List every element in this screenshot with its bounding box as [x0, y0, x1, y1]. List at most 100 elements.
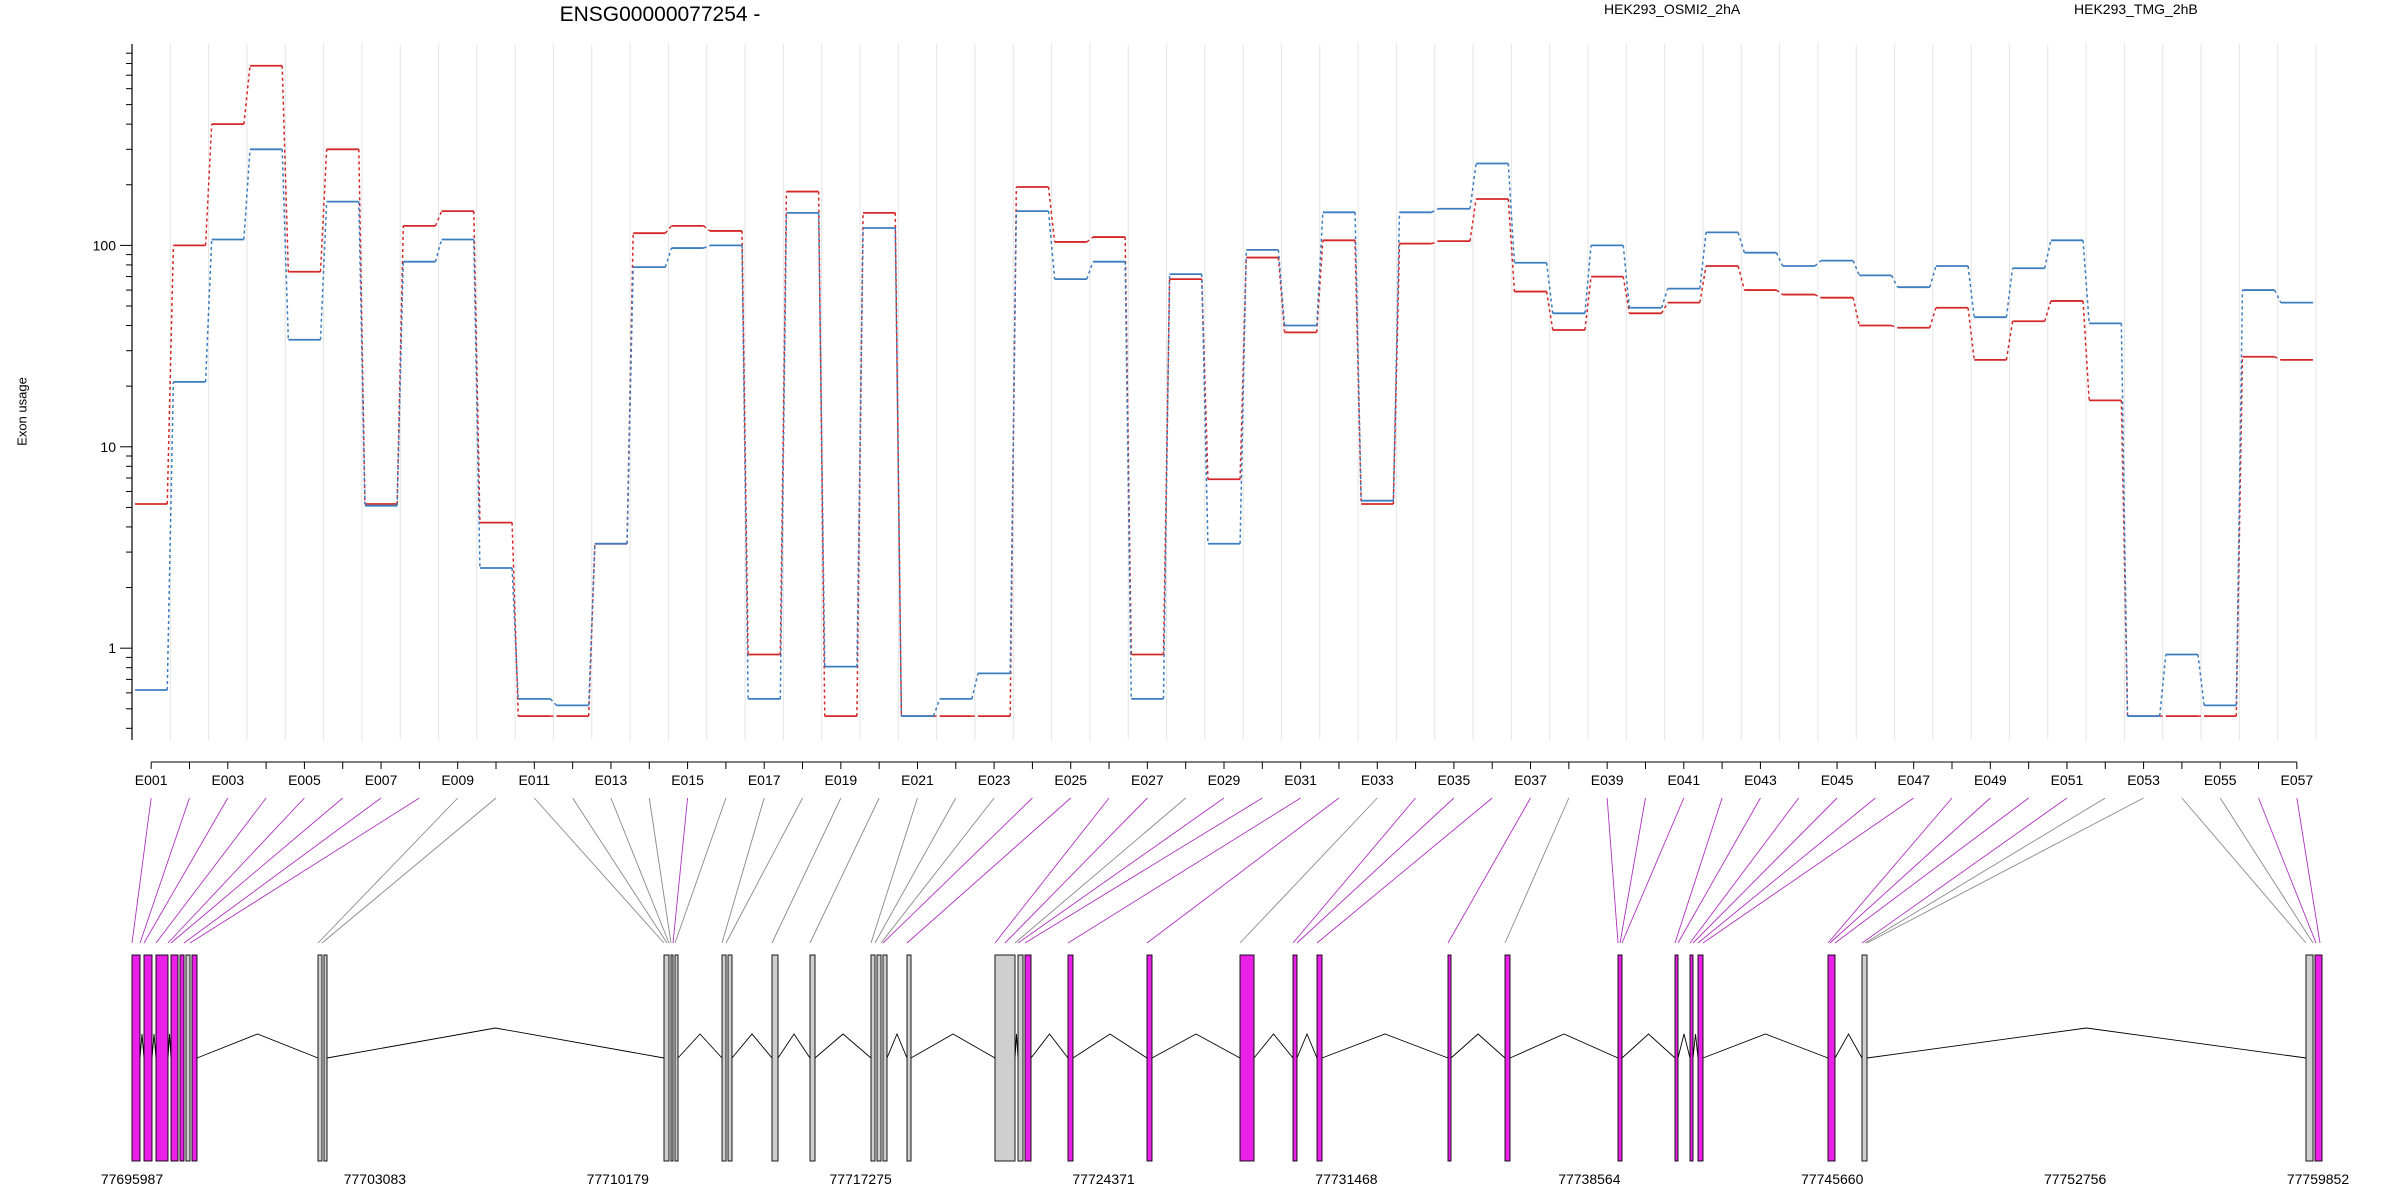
exon-block — [882, 954, 888, 1162]
legend-entry-series-1: HEK293_OSMI2_2hA — [1604, 1, 1741, 17]
exon-connector — [870, 797, 918, 944]
chart-title: ENSG00000077254 - — [559, 3, 761, 26]
intron-line — [910, 1033, 996, 1059]
series-connector — [1392, 212, 1401, 501]
series-connector — [779, 191, 788, 655]
intron-line — [1253, 1033, 1294, 1059]
exon-connector — [1292, 797, 1416, 944]
exon-block — [1674, 954, 1679, 1162]
x-tick-label: E017 — [748, 772, 781, 788]
series-connector — [1545, 262, 1554, 314]
series-connector — [1967, 265, 1975, 318]
intron-line — [1677, 1033, 1691, 1059]
exon-connector — [1004, 797, 1148, 944]
series-connector — [1660, 302, 1669, 314]
y-tick-label: 1 — [108, 640, 116, 656]
series-connector — [434, 210, 443, 227]
x-tick-label: E029 — [1208, 772, 1241, 788]
exon-block — [179, 954, 185, 1162]
x-tick-label: E015 — [671, 772, 704, 788]
genomic-tick-label: 77745660 — [1801, 1171, 1864, 1187]
series-connector — [1315, 212, 1324, 326]
exon-connector — [1606, 797, 1619, 944]
series-connector — [2274, 356, 2282, 361]
x-tick-label: E013 — [595, 772, 628, 788]
intron-line — [139, 1033, 145, 1059]
intron-line — [1072, 1033, 1148, 1059]
series-connector — [1239, 249, 1247, 544]
exon-connector — [1067, 797, 1301, 944]
exon-connector — [809, 797, 880, 944]
intron-line — [1692, 1033, 1699, 1059]
exon-block — [323, 954, 328, 1162]
exon-connector — [1689, 797, 1800, 944]
x-tick-label: E031 — [1284, 772, 1317, 788]
series-connector — [1086, 236, 1094, 243]
x-tick-label: E035 — [1438, 772, 1471, 788]
series-connector — [396, 261, 405, 506]
series-connector — [1507, 163, 1516, 263]
axes: 1 10 100 — [93, 44, 2298, 769]
exon-block — [191, 954, 198, 1162]
intron-line — [1030, 1033, 1069, 1059]
x-tick-label: E033 — [1361, 772, 1394, 788]
x-tick-label: E009 — [441, 772, 474, 788]
exon-connector — [1447, 797, 1531, 944]
exon-connector — [1829, 797, 1991, 944]
x-tick-label: E055 — [2204, 772, 2237, 788]
series-connector — [1967, 307, 1975, 360]
grid-lines — [131, 44, 2317, 740]
exon-connector — [1834, 797, 2029, 944]
series-connector — [1277, 249, 1286, 326]
exon-connector — [155, 797, 267, 944]
exon-block — [1827, 954, 1836, 1162]
series-connector — [2273, 289, 2282, 303]
series-connector — [358, 149, 366, 504]
intron-line — [677, 1033, 723, 1059]
intron-line — [1151, 1033, 1241, 1059]
series-connector — [703, 244, 711, 249]
exon-connector — [994, 797, 1110, 944]
series-connector — [1891, 324, 1898, 329]
series-connector — [1354, 240, 1362, 504]
exon-connector — [1017, 797, 1225, 944]
intron-line — [1866, 1027, 2307, 1059]
series-connector — [1584, 276, 1592, 331]
exon-connector — [674, 797, 727, 944]
series-connector — [1814, 260, 1822, 267]
series-connector — [1775, 252, 1784, 267]
exon-connector — [2296, 797, 2321, 944]
exon-connector — [2219, 797, 2314, 944]
series-lines — [135, 64, 2313, 717]
exon-block — [1067, 954, 1074, 1162]
exon-connector — [672, 797, 689, 944]
series-connector — [1431, 240, 1439, 245]
series-connector — [1814, 293, 1822, 299]
exon-connector — [1316, 797, 1493, 944]
legend-entry-series-2: HEK293_TMG_2hB — [2074, 1, 2198, 17]
exon-connector — [189, 797, 420, 944]
exon-connector — [1621, 797, 1685, 944]
exon-block — [906, 954, 912, 1162]
x-tick-label: E041 — [1667, 772, 1700, 788]
exon-connector — [882, 797, 1033, 944]
series-connector — [1392, 243, 1401, 504]
series-connector — [2005, 268, 2014, 318]
exon-connector — [183, 797, 382, 944]
intron-line — [1450, 1033, 1506, 1059]
series-connector — [511, 522, 519, 717]
exon-connector — [572, 797, 668, 944]
series-connector — [2082, 300, 2090, 401]
series-connector — [1545, 291, 1554, 331]
exon-connector — [906, 797, 1072, 944]
series-connector — [473, 239, 481, 569]
exon-connector — [874, 797, 957, 944]
exon-block — [876, 954, 882, 1162]
x-tick-label: E025 — [1054, 772, 1087, 788]
exon-connector — [321, 797, 497, 944]
exon-block — [131, 954, 141, 1162]
exon-connector — [721, 797, 765, 944]
exon-block — [771, 954, 779, 1162]
series-connector — [319, 149, 328, 272]
